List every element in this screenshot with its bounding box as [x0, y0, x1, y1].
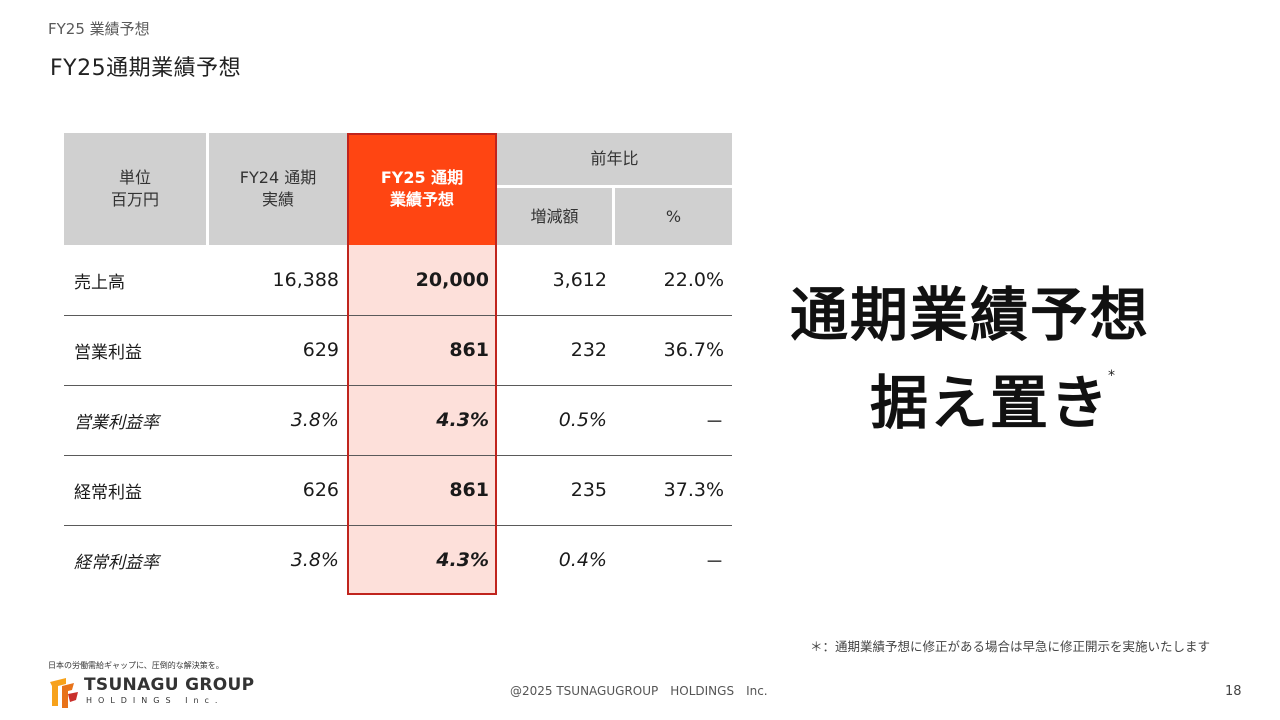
fy24-value: 3.8%	[290, 549, 339, 571]
fy24-value: 626	[302, 479, 339, 501]
headline-line1: 通期業績予想	[790, 281, 1151, 349]
row-label: 営業利益	[74, 342, 142, 363]
header-yoy: 前年比	[497, 133, 732, 188]
logo-text: TSUNAGU GROUP	[84, 675, 255, 695]
percent-value: －	[704, 410, 724, 433]
header-fy25: FY25 通期 業績予想	[347, 133, 497, 245]
logo-subtext: HOLDINGS Inc.	[86, 696, 224, 705]
header-fy24-line1: FY24 通期	[239, 168, 317, 187]
fy24-value: 629	[302, 339, 339, 361]
fy24-value: 3.8%	[290, 409, 339, 431]
fy25-value: 4.3%	[436, 549, 489, 571]
header-fy25-line1: FY25 通期	[380, 168, 464, 187]
percent-value: 22.0%	[663, 269, 724, 291]
forecast-table: 単位 百万円 FY24 通期 実績 FY25 通期 業績予想 前年比 増減額 %…	[64, 133, 732, 595]
row-label: 営業利益率	[74, 412, 159, 433]
header-fy24-line2: 実績	[261, 190, 294, 209]
row-label: 経常利益	[74, 482, 142, 503]
percent-value: －	[704, 550, 724, 573]
fy25-value: 861	[449, 339, 489, 361]
change-value: 235	[570, 479, 607, 501]
header-percent: %	[615, 188, 732, 245]
fy24-value: 16,388	[272, 269, 339, 291]
row-divider	[64, 525, 732, 526]
company-logo: TSUNAGU GROUP HOLDINGS Inc.	[46, 672, 254, 712]
header-fy25-line2: 業績予想	[389, 190, 454, 209]
row-label: 経常利益率	[74, 552, 159, 573]
fy25-highlight-bg	[347, 245, 497, 595]
percent-value: 36.7%	[663, 339, 724, 361]
logo-mark-icon	[50, 678, 78, 708]
change-value: 0.4%	[558, 549, 607, 571]
row-label: 売上高	[74, 272, 125, 293]
header-fy24: FY24 通期 実績	[209, 133, 347, 245]
change-value: 232	[570, 339, 607, 361]
footnote: ＊：通期業績予想に修正がある場合は早急に修正開示を実施いたします	[810, 639, 1211, 654]
row-divider	[64, 455, 732, 456]
page-number: 18	[1225, 684, 1242, 699]
row-divider	[64, 385, 732, 386]
header-unit-line1: 単位	[118, 168, 151, 187]
header-unit: 単位 百万円	[64, 133, 209, 245]
page-title: FY25通期業績予想	[50, 56, 242, 81]
header-change: 増減額	[497, 188, 615, 245]
percent-value: 37.3%	[663, 479, 724, 501]
header-unit-line2: 百万円	[110, 190, 159, 209]
fy25-value: 20,000	[415, 269, 489, 291]
fy25-value: 4.3%	[436, 409, 489, 431]
row-divider	[64, 315, 732, 316]
change-value: 0.5%	[558, 409, 607, 431]
fy25-value: 861	[449, 479, 489, 501]
tagline: 日本の労働需給ギャップに、圧倒的な解決策を。	[48, 661, 224, 670]
breadcrumb: FY25 業績予想	[48, 20, 150, 38]
headline-asterisk: *	[1108, 368, 1115, 384]
headline-line2: 据え置き	[870, 369, 1111, 437]
change-value: 3,612	[552, 269, 607, 291]
copyright: @2025 TSUNAGUGROUP HOLDINGS Inc.	[510, 684, 768, 698]
